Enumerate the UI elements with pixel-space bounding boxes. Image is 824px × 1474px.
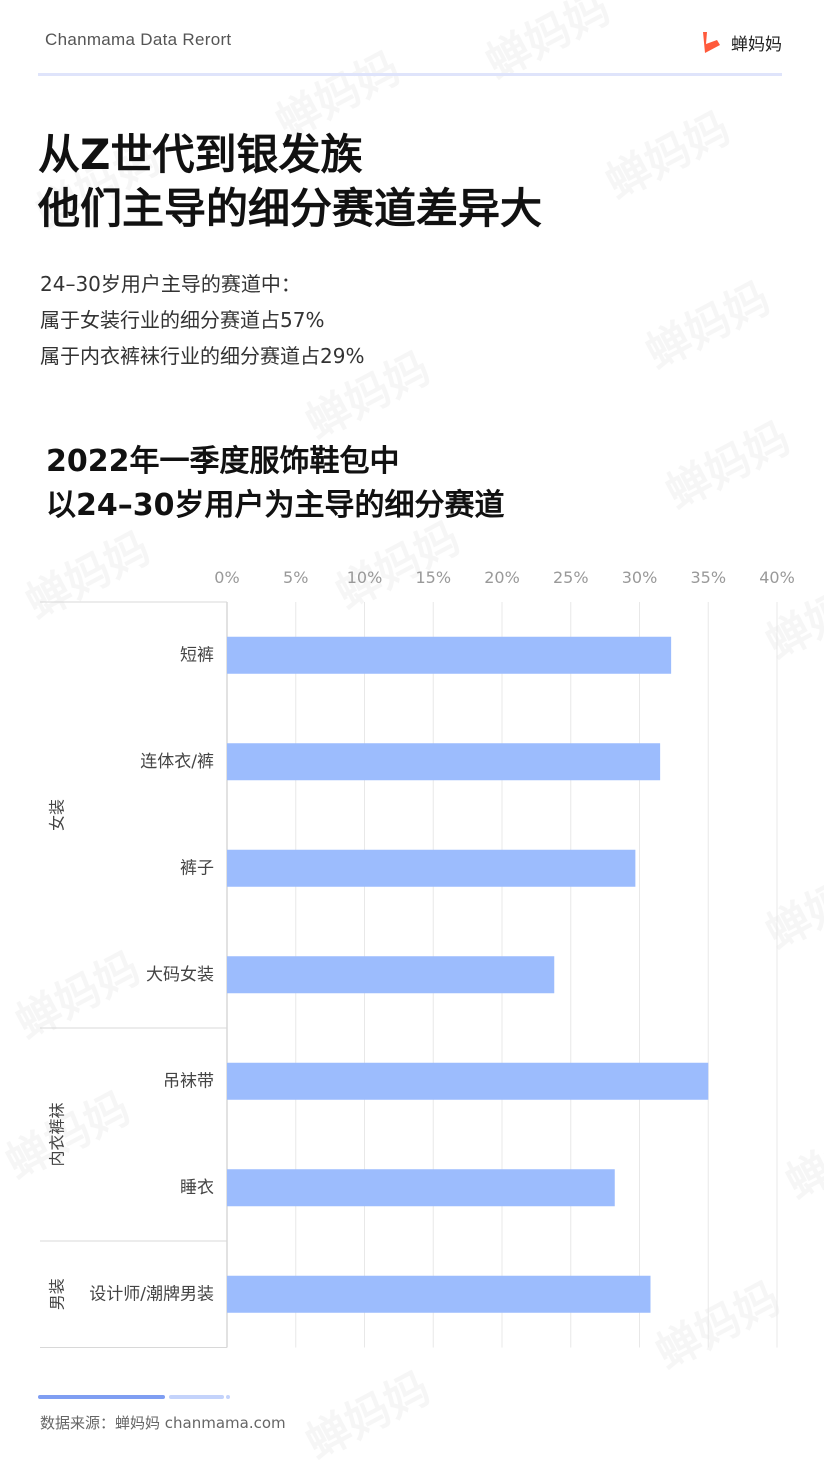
header-divider: [38, 73, 782, 76]
chart-title-line-2: 以24–30岁用户为主导的细分赛道: [46, 488, 505, 523]
x-tick-label: 25%: [553, 568, 589, 587]
category-label: 设计师/潮牌男装: [89, 1284, 214, 1304]
data-source: 数据来源：蝉妈妈 chanmama.com: [40, 1414, 286, 1432]
page-title: 从Z世代到银发族 他们主导的细分赛道差异大: [38, 128, 542, 236]
summary-line-1: 24–30岁用户主导的赛道中：: [40, 272, 301, 296]
chart-title-line-1: 2022年一季度服饰鞋包中: [46, 444, 400, 479]
logo-text: 蝉妈妈: [731, 34, 782, 55]
bar: [227, 849, 636, 887]
category-label: 吊袜带: [163, 1071, 214, 1091]
category-label: 连体衣/裤: [140, 752, 214, 772]
bar: [227, 956, 555, 994]
category-label: 短裤: [180, 645, 214, 665]
summary-text: 24–30岁用户主导的赛道中： 属于女装行业的细分赛道占57% 属于内衣裤袜行业…: [40, 266, 364, 374]
watermark-text: 蝉妈妈: [473, 0, 620, 91]
footer-accent-bar: [38, 1395, 165, 1399]
x-tick-label: 15%: [415, 568, 451, 587]
footer-accent-bar-light: [169, 1395, 224, 1399]
category-label: 睡衣: [180, 1178, 214, 1198]
x-tick-label: 0%: [214, 568, 239, 587]
group-label: 女装: [48, 799, 67, 831]
watermark-text: 蝉妈妈: [593, 93, 740, 211]
chanmama-logo-icon: [703, 32, 720, 53]
summary-line-2: 属于女装行业的细分赛道占57%: [40, 308, 325, 332]
x-tick-label: 5%: [283, 568, 308, 587]
x-tick-label: 30%: [622, 568, 658, 587]
bar: [227, 1169, 615, 1207]
x-tick-label: 40%: [759, 568, 795, 587]
footer-accent-dot: [226, 1395, 230, 1399]
bar: [227, 1275, 651, 1313]
x-tick-label: 10%: [347, 568, 383, 587]
watermark-text: 蝉妈妈: [293, 1353, 440, 1471]
logo: 蝉妈妈: [697, 26, 782, 58]
group-label: 男装: [48, 1278, 67, 1310]
category-label: 大码女装: [146, 965, 214, 985]
bar: [227, 636, 672, 674]
x-tick-label: 20%: [484, 568, 520, 587]
report-brand: Chanmama Data Rerort: [45, 30, 232, 49]
page-title-line-1: 从Z世代到银发族: [38, 130, 363, 179]
category-label: 裤子: [180, 858, 214, 878]
page-title-line-2: 他们主导的细分赛道差异大: [38, 184, 543, 233]
group-label: 内衣裤袜: [48, 1102, 67, 1166]
watermark-text: 蝉妈妈: [653, 403, 800, 521]
summary-line-3: 属于内衣裤袜行业的细分赛道占29%: [40, 344, 365, 368]
x-tick-label: 35%: [690, 568, 726, 587]
watermark-text: 蝉妈妈: [633, 263, 780, 381]
chart-title: 2022年一季度服饰鞋包中 以24–30岁用户为主导的细分赛道: [46, 440, 505, 528]
bar: [227, 1062, 709, 1100]
bar: [227, 743, 661, 781]
